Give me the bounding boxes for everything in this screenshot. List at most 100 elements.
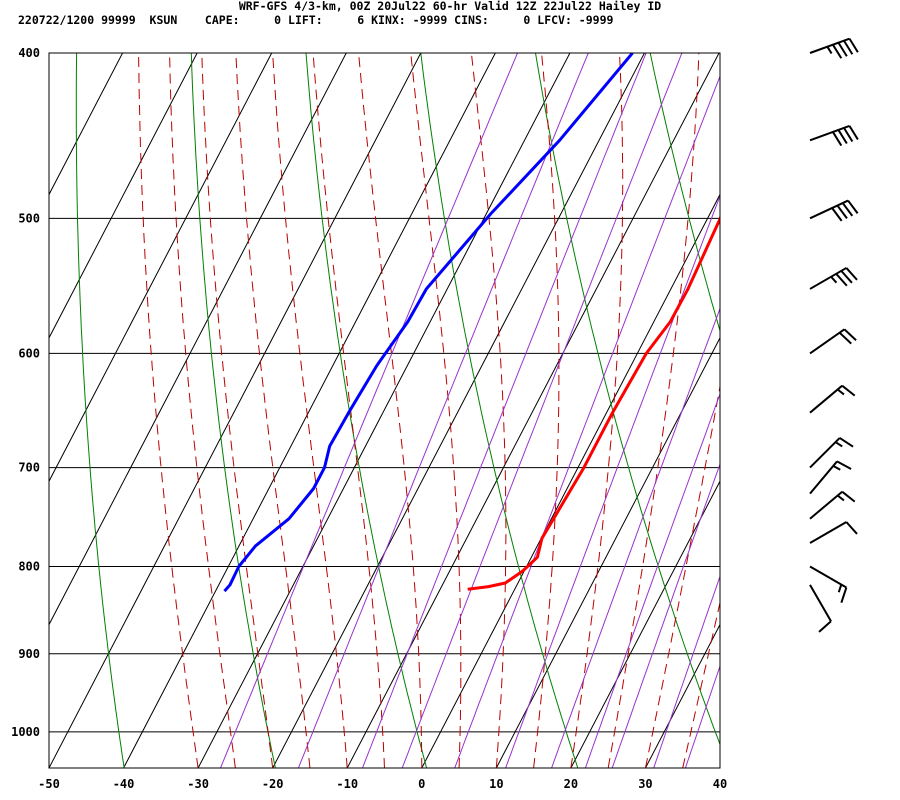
plot-frame <box>48 52 721 769</box>
isotherm-line <box>570 480 720 768</box>
moist-adiabat <box>272 53 348 768</box>
barb-flag <box>843 40 854 55</box>
x-tick-label: 30 <box>638 777 652 791</box>
x-tick-label: -40 <box>113 777 135 791</box>
chart-title: WRF-GFS 4/3-km, 00Z 20Jul22 60-hr Valid … <box>238 0 662 13</box>
barb-flag <box>845 267 858 281</box>
moist-adiabat <box>607 53 700 768</box>
dry-adiabat <box>420 53 579 768</box>
wind-barb <box>809 490 856 520</box>
y-tick-label: 1000 <box>11 725 40 739</box>
isotherm-line <box>795 53 900 768</box>
moist-adiabat <box>410 53 462 768</box>
barb-shaft <box>809 124 850 142</box>
x-tick-label: -20 <box>262 777 284 791</box>
wind-barb <box>809 328 857 355</box>
barb-flag <box>836 460 852 470</box>
y-tick-label: 600 <box>18 346 40 360</box>
barb-flag <box>837 129 848 145</box>
mixing-ratio-line <box>297 53 589 768</box>
moist-adiabat <box>470 53 507 768</box>
barb-flag <box>840 270 853 284</box>
dry-adiabat <box>880 53 900 768</box>
barb-flag <box>840 587 848 604</box>
barb-flag <box>832 465 841 471</box>
barb-flag <box>818 620 832 633</box>
dry-adiabat <box>190 53 276 768</box>
dry-adiabat <box>535 53 720 746</box>
barb-shaft <box>809 460 838 495</box>
moist-adiabat <box>201 53 274 768</box>
mixing-ratio-line <box>551 307 720 768</box>
barb-flag <box>847 199 859 214</box>
mixing-ratio-line <box>684 664 720 768</box>
isotherm-line <box>49 53 273 483</box>
dry-adiabat <box>305 53 428 768</box>
barb-flag <box>826 46 833 55</box>
barb-flag <box>830 276 838 284</box>
barb-flag <box>834 441 843 448</box>
barb-flag <box>843 328 857 342</box>
isotherm-line <box>49 53 124 196</box>
wind-barb <box>809 584 832 633</box>
barb-flag <box>832 131 843 147</box>
moist-adiabat <box>138 53 199 768</box>
barb-shaft <box>809 199 849 220</box>
barb-shaft <box>809 584 832 622</box>
dry-adiabat <box>765 53 900 768</box>
x-tick-label: 20 <box>564 777 578 791</box>
isotherm-line <box>49 53 198 339</box>
barb-shaft <box>809 37 850 54</box>
y-tick-label: 700 <box>18 461 40 475</box>
wind-barb <box>809 267 858 290</box>
barb-flag <box>841 384 856 397</box>
moist-adiabat <box>719 765 720 768</box>
wind-barb <box>809 565 848 604</box>
wind-barb <box>809 460 852 495</box>
x-tick-labels: -50 -40 -30 -20 -10 0 10 20 30 40 <box>38 777 727 791</box>
dewpoint-profile <box>223 53 634 593</box>
y-tick-label: 400 <box>18 46 40 60</box>
x-tick-label: 0 <box>418 777 425 791</box>
mixing-ratio-line <box>611 462 720 768</box>
x-tick-label: -50 <box>38 777 60 791</box>
isotherm-line <box>346 53 720 768</box>
isotherm-line <box>719 766 720 768</box>
barb-shaft <box>809 490 843 520</box>
mixing-ratio-line <box>401 53 683 768</box>
moist-adiabat <box>358 53 423 768</box>
y-tick-label: 500 <box>18 211 40 225</box>
wind-barb <box>809 521 858 544</box>
mixing-ratio-line <box>505 194 720 768</box>
barb-shaft <box>809 437 841 469</box>
isotherm-line <box>49 53 347 626</box>
isotherm-line <box>421 193 720 768</box>
mixing-ratio-line <box>653 575 720 768</box>
barb-flag <box>841 490 856 503</box>
barb-flag <box>831 207 843 222</box>
x-tick-label: -30 <box>187 777 209 791</box>
x-tick-label: -10 <box>336 777 358 791</box>
barb-flag <box>848 125 859 141</box>
wind-barb <box>809 384 856 414</box>
barb-shaft <box>809 565 847 589</box>
dry-adiabat <box>75 53 125 768</box>
moist-adiabat <box>169 53 236 768</box>
y-tick-label: 900 <box>18 647 40 661</box>
mixing-ratio-line <box>454 75 720 768</box>
y-tick-labels: 400 500 600 700 800 900 1000 <box>11 46 40 739</box>
mixing-ratio-line <box>220 53 518 768</box>
barb-shaft <box>809 384 843 414</box>
barb-flag <box>835 273 848 287</box>
wind-barbs <box>809 37 859 633</box>
mixing-ratio-line <box>362 53 647 768</box>
moist-adiabat <box>570 53 624 768</box>
x-tick-label: 40 <box>713 777 727 791</box>
moist-adiabat <box>235 53 311 768</box>
stats-line: 220722/1200 99999 KSUN CAPE: 0 LIFT: 6 K… <box>18 13 614 27</box>
barb-flag <box>837 494 845 502</box>
isotherm-line <box>123 53 496 768</box>
isotherm-line <box>272 53 645 768</box>
moist-adiabat <box>312 53 385 768</box>
